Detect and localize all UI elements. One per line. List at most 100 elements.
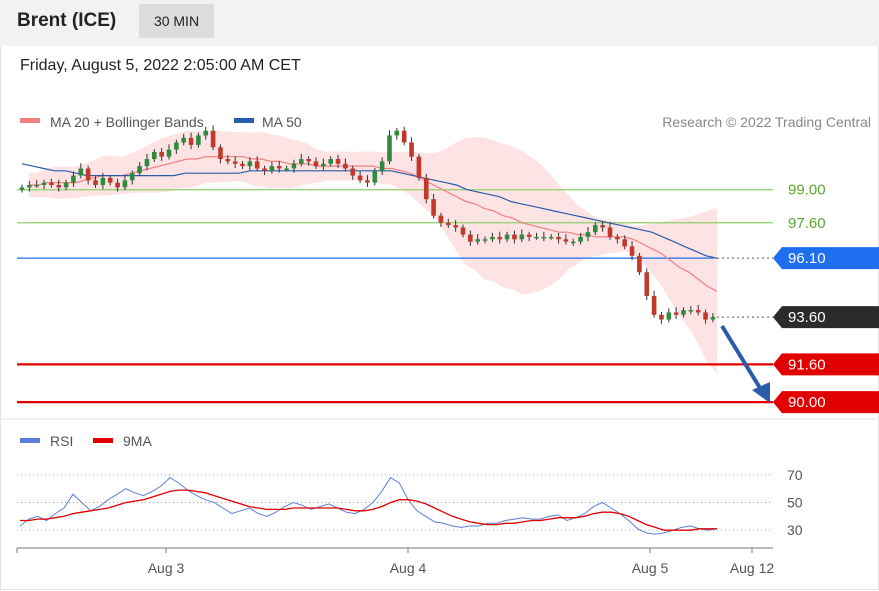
- candle-52: [401, 130, 407, 143]
- candle-89: [673, 312, 679, 315]
- candle-23: [188, 137, 194, 145]
- candle-82: [622, 239, 627, 247]
- candle-15: [129, 173, 135, 181]
- candle-86: [651, 295, 657, 315]
- candle-73: [556, 236, 561, 240]
- candle-72: [548, 236, 554, 239]
- legend-ma20-swatch: [20, 118, 40, 123]
- candle-65: [497, 236, 503, 240]
- candle-67: [512, 234, 517, 240]
- candle-6: [63, 182, 69, 188]
- candle-5: [56, 185, 62, 188]
- level-tag-4: [773, 353, 879, 376]
- level-label-5: 90.00: [788, 394, 826, 411]
- x-tick-label-2: Aug 5: [632, 560, 669, 576]
- candle-47: [365, 180, 370, 183]
- rsi-tick-1: 50: [787, 495, 803, 511]
- candle-1: [27, 185, 32, 188]
- candle-75: [570, 241, 576, 244]
- candle-55: [423, 177, 429, 200]
- legend-ma50-label: MA 50: [262, 114, 302, 130]
- level-label-4: 91.60: [788, 356, 826, 373]
- candle-26: [210, 130, 216, 148]
- candle-14: [122, 180, 128, 188]
- legend-9ma-swatch: [93, 438, 113, 443]
- candle-42: [328, 159, 333, 164]
- candle-45: [350, 168, 356, 176]
- ma50-line: [21, 163, 718, 259]
- candle-11: [100, 177, 106, 185]
- level-label-1: 97.60: [788, 215, 826, 232]
- candle-16: [137, 166, 142, 174]
- level-tag-5: [773, 391, 879, 414]
- candle-93: [703, 312, 708, 320]
- candle-68: [519, 234, 525, 240]
- candle-59: [453, 225, 458, 228]
- candle-20: [166, 149, 172, 157]
- candle-85: [644, 272, 650, 296]
- candle-90: [681, 310, 686, 315]
- candle-87: [659, 314, 664, 320]
- candle-25: [203, 130, 209, 136]
- candle-17: [144, 159, 150, 167]
- candle-27: [218, 147, 223, 160]
- candle-2: [34, 185, 39, 187]
- candle-91: [688, 310, 694, 312]
- candle-35: [276, 166, 282, 169]
- candle-3: [41, 182, 47, 185]
- legend-ma20-label: MA 20 + Bollinger Bands: [50, 114, 204, 130]
- candle-48: [372, 170, 378, 183]
- candle-41: [321, 163, 326, 167]
- candle-22: [181, 137, 186, 143]
- candle-36: [284, 168, 289, 170]
- candle-56: [431, 199, 436, 216]
- candle-34: [269, 166, 275, 171]
- candle-80: [607, 227, 613, 237]
- candle-43: [335, 159, 341, 164]
- x-tick-label-1: Aug 4: [390, 560, 427, 576]
- rsi-tick-0: 70: [787, 467, 803, 483]
- candle-32: [254, 161, 260, 169]
- candle-61: [468, 234, 473, 242]
- candle-31: [247, 161, 253, 167]
- candle-44: [343, 163, 348, 169]
- legend-rsi-label: RSI: [50, 433, 73, 449]
- candle-77: [585, 232, 591, 237]
- candle-21: [174, 142, 179, 150]
- legend-rsi-swatch: [20, 438, 40, 443]
- candle-58: [446, 222, 451, 226]
- candle-92: [695, 310, 701, 313]
- chart-datetime: Friday, August 5, 2022 2:05:00 AM CET: [20, 57, 301, 74]
- candle-63: [482, 239, 488, 241]
- candle-38: [299, 159, 304, 164]
- candle-79: [600, 225, 605, 228]
- candle-51: [394, 130, 400, 136]
- level-label-0: 99.00: [788, 182, 826, 199]
- level-label-3: 93.60: [788, 309, 826, 326]
- candle-46: [357, 175, 363, 181]
- rsi-line: [19, 476, 718, 535]
- candle-94: [710, 317, 716, 320]
- candle-8: [78, 168, 84, 176]
- projection-arrow: [720, 324, 770, 403]
- candle-83: [629, 246, 635, 256]
- candle-39: [306, 159, 311, 162]
- candle-60: [460, 227, 466, 235]
- candle-37: [291, 163, 297, 169]
- x-tick-label-3: Aug 12: [730, 560, 775, 576]
- candle-19: [159, 151, 164, 157]
- candle-40: [313, 161, 319, 167]
- candle-70: [534, 236, 539, 239]
- candle-28: [225, 159, 231, 162]
- rsi-9ma-line: [20, 489, 717, 531]
- level-tag-3: [773, 306, 879, 329]
- candle-29: [232, 161, 238, 164]
- candle-64: [490, 236, 495, 240]
- legend-ma50-swatch: [234, 118, 254, 123]
- timeframe-button[interactable]: 30 MIN: [139, 4, 214, 38]
- candle-53: [409, 142, 414, 157]
- candle-76: [578, 236, 583, 242]
- ma20-line: [29, 156, 718, 292]
- candle-88: [666, 312, 672, 320]
- candle-13: [115, 182, 120, 188]
